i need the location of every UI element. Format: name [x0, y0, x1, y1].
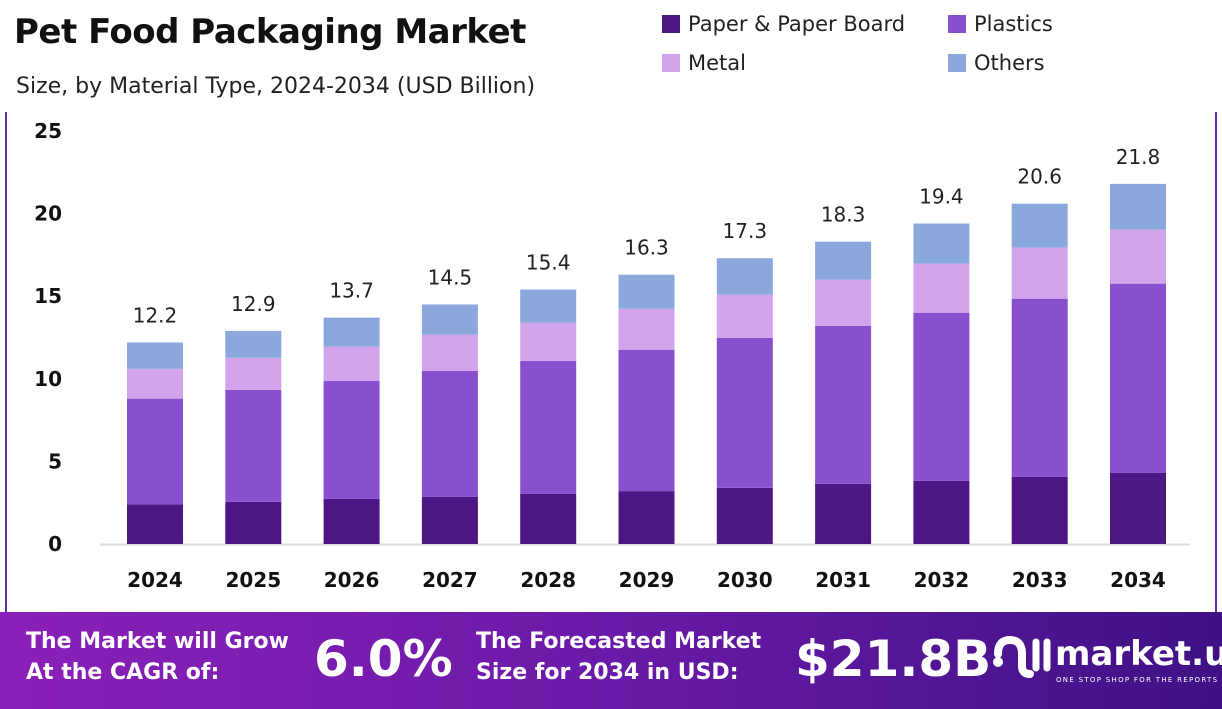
bar-segment-paper-paper-board: [323, 498, 380, 544]
y-tick-label: 20: [34, 202, 62, 226]
y-tick-label: 15: [34, 284, 62, 308]
bar-segment-others: [1011, 203, 1068, 248]
bar-segment-paper-paper-board: [716, 487, 773, 544]
bar-segment-metal: [815, 279, 872, 326]
bar-segment-others: [913, 223, 970, 264]
y-tick-label: 0: [48, 532, 62, 556]
total-label: 19.4: [919, 185, 964, 209]
chart-subtitle: Size, by Material Type, 2024-2034 (USD B…: [16, 74, 536, 99]
bar-segment-metal: [520, 322, 577, 361]
total-label: 16.3: [624, 236, 669, 260]
total-label: 12.2: [133, 303, 178, 327]
legend-item-others: Others: [948, 51, 1045, 75]
legend-item-metal: Metal: [662, 51, 746, 75]
bar-segment-plastics: [913, 312, 970, 481]
x-tick-label: 2029: [619, 568, 675, 592]
total-label: 21.8: [1116, 145, 1161, 169]
total-label: 18.3: [821, 203, 866, 227]
bar-segment-plastics: [520, 360, 577, 494]
bar-segment-others: [1110, 183, 1166, 230]
bar-segment-paper-paper-board: [618, 491, 675, 544]
forecast-value: $21.8B: [795, 630, 992, 688]
bar-segment-others: [225, 330, 282, 358]
bar-segment-plastics: [225, 389, 282, 502]
bar-segment-plastics: [421, 370, 478, 497]
bar-segment-others: [520, 289, 577, 323]
y-tick-label: 5: [48, 449, 62, 473]
bar-segment-plastics: [323, 380, 380, 499]
bar-segment-others: [127, 342, 183, 369]
bar-segment-metal: [618, 308, 675, 350]
legend-swatch: [662, 15, 680, 33]
bar-segment-paper-paper-board: [815, 483, 872, 544]
x-tick-label: 2028: [520, 568, 576, 592]
x-tick-label: 2027: [422, 568, 478, 592]
x-tick-label: 2031: [815, 568, 871, 592]
legend-label: Others: [974, 51, 1045, 75]
bar-chart: 051015202512.2202412.9202513.7202614.520…: [34, 119, 1190, 592]
total-label: 20.6: [1017, 165, 1062, 189]
summary-banner: The Market will Grow At the CAGR of: 6.0…: [0, 612, 1222, 709]
total-label: 13.7: [329, 279, 374, 303]
bar-segment-others: [618, 274, 675, 309]
bar-segment-paper-paper-board: [520, 493, 577, 544]
total-label: 14.5: [428, 265, 473, 289]
total-label: 15.4: [526, 251, 571, 275]
bar-segment-others: [716, 258, 773, 295]
chart-frame: [5, 112, 1217, 612]
bar-segment-paper-paper-board: [1110, 472, 1166, 544]
bar-segment-metal: [1011, 247, 1068, 299]
legend-swatch: [948, 54, 966, 72]
x-tick-label: 2026: [324, 568, 380, 592]
total-label: 12.9: [231, 292, 276, 316]
x-tick-label: 2025: [225, 568, 281, 592]
bar-segment-others: [815, 241, 872, 280]
cagr-label: The Market will Grow At the CAGR of:: [26, 629, 289, 685]
y-tick-label: 25: [34, 119, 62, 143]
x-tick-label: 2032: [914, 568, 970, 592]
legend-label: Paper & Paper Board: [688, 12, 906, 36]
bar-segment-plastics: [716, 337, 773, 488]
market-us-logo-icon: [993, 635, 1051, 678]
bar-segment-metal: [323, 346, 380, 381]
forecast-label: The Forecasted Market Size for 2034 in U…: [476, 629, 762, 685]
cagr-value: 6.0%: [314, 630, 453, 688]
bar-segment-plastics: [127, 398, 183, 505]
bar-segment-plastics: [1011, 298, 1068, 477]
x-tick-label: 2034: [1110, 568, 1166, 592]
legend-swatch: [662, 54, 680, 72]
bar-segment-paper-paper-board: [225, 501, 282, 544]
legend-swatch: [948, 15, 966, 33]
bar-segment-plastics: [815, 325, 872, 484]
bar-segment-paper-paper-board: [1011, 476, 1068, 544]
logo-name: market.us: [1055, 634, 1222, 674]
bar-segment-metal: [913, 263, 970, 313]
legend-label: Metal: [688, 51, 746, 75]
bar-segment-metal: [127, 368, 183, 399]
bar-segment-paper-paper-board: [421, 496, 478, 544]
bar-segment-others: [323, 317, 380, 347]
x-tick-label: 2030: [717, 568, 773, 592]
bar-segment-plastics: [1110, 283, 1166, 473]
legend-item-plastics: Plastics: [948, 12, 1053, 36]
bar-segment-metal: [1110, 229, 1166, 284]
bar-segment-metal: [716, 294, 773, 338]
total-label: 17.3: [723, 219, 768, 243]
bar-segment-others: [421, 304, 478, 335]
y-tick-label: 10: [34, 367, 62, 391]
bar-segment-paper-paper-board: [913, 480, 970, 544]
logo-tagline: ONE STOP SHOP FOR THE REPORTS: [1056, 676, 1219, 684]
legend-label: Plastics: [974, 12, 1053, 36]
x-tick-label: 2024: [127, 568, 183, 592]
legend-item-paper: Paper & Paper Board: [662, 12, 905, 36]
bar-segment-plastics: [618, 349, 675, 492]
bar-segment-metal: [225, 357, 282, 390]
chart-title: Pet Food Packaging Market: [14, 12, 526, 52]
bar-segment-metal: [421, 334, 478, 371]
x-tick-label: 2033: [1012, 568, 1068, 592]
bar-segment-paper-paper-board: [127, 504, 183, 544]
